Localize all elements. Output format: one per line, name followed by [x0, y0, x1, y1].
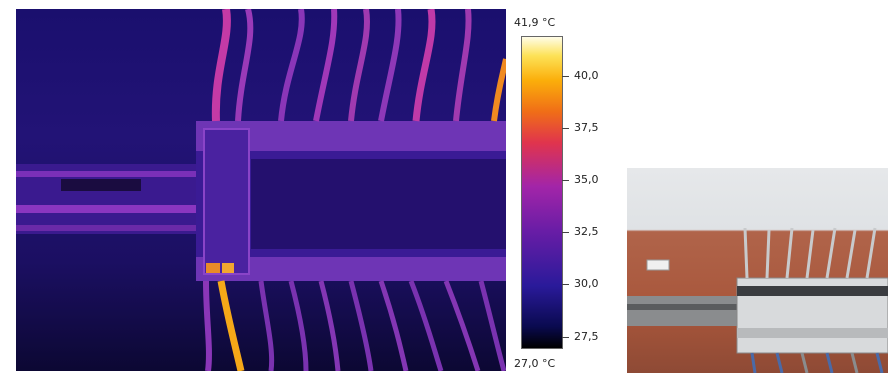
scale-tick-label: 30,0: [574, 277, 599, 290]
photo-wire-4: [805, 229, 815, 279]
wire-top-3: [278, 9, 305, 122]
wire-top-7: [412, 9, 436, 122]
terminal-left-module: [203, 128, 250, 275]
photo-wire-5: [825, 227, 837, 279]
din-rail-edge-bottom: [16, 225, 201, 231]
din-rail-edge-top: [16, 171, 201, 177]
photo-label-sticker: [646, 259, 670, 271]
photo-terminal-screws-bottom: [737, 328, 888, 338]
photo-terminal-screws-top: [737, 286, 888, 296]
photo-wire-7: [865, 227, 877, 279]
scale-tick-label: 27,5: [574, 330, 599, 343]
wire-top-2: [235, 9, 254, 122]
wire-top-5: [348, 9, 370, 122]
wire-bottom-5: [348, 280, 374, 371]
photo-wire-bottom-5: [850, 352, 859, 373]
photo-wire-2: [765, 229, 771, 279]
scale-tick-mark: [562, 337, 569, 338]
photo-wire-bottom-2: [775, 352, 784, 373]
temperature-scale-bar: [521, 36, 563, 349]
photo-wire-3: [785, 227, 794, 279]
scale-min-label: 27,0 °C: [514, 357, 556, 370]
scale-tick-mark: [562, 180, 569, 181]
wire-top-6: [378, 9, 402, 122]
hot-spot-left: [206, 263, 220, 273]
scale-tick-label: 35,0: [574, 173, 599, 186]
visible-photo: [627, 168, 888, 373]
wire-bottom-hot: [217, 280, 245, 371]
wire-bottom-1: [203, 280, 212, 371]
scale-tick-label: 40,0: [574, 69, 599, 82]
scale-tick-label: 32,5: [574, 225, 599, 238]
photo-wire-6: [845, 229, 857, 279]
photo-scene: [627, 227, 888, 373]
photo-wire-bottom-1: [750, 352, 757, 373]
wire-bottom-6: [378, 280, 409, 371]
wire-bottom-8: [443, 280, 481, 371]
thermal-image: [16, 9, 506, 371]
photo-wire-bottom-3: [800, 352, 809, 373]
scale-tick-mark: [562, 128, 569, 129]
din-rail-edge-mid: [16, 205, 201, 213]
wire-top-hot: [491, 58, 506, 122]
wire-bottom-4: [318, 280, 341, 371]
din-rail-slot: [61, 179, 141, 191]
scale-tick-mark: [562, 232, 569, 233]
wire-bottom-2: [258, 280, 275, 371]
wire-bottom-3: [288, 280, 309, 371]
terminal-center: [251, 159, 506, 249]
wire-top-4: [313, 9, 338, 122]
photo-wire-bottom-6: [875, 352, 884, 373]
scale-tick-mark: [562, 76, 569, 77]
thermal-scene: [16, 9, 506, 371]
wire-top-8: [453, 9, 472, 122]
scale-max-label: 41,9 °C: [514, 16, 556, 29]
wire-top-1: [211, 9, 231, 122]
photo-wire-1: [743, 227, 749, 279]
photo-wire-bottom-4: [825, 352, 834, 373]
wire-bottom-7: [408, 280, 444, 371]
scale-tick-label: 37,5: [574, 121, 599, 134]
hot-spot-right: [222, 263, 234, 273]
scale-tick-mark: [562, 284, 569, 285]
wire-bottom-9: [478, 280, 506, 371]
